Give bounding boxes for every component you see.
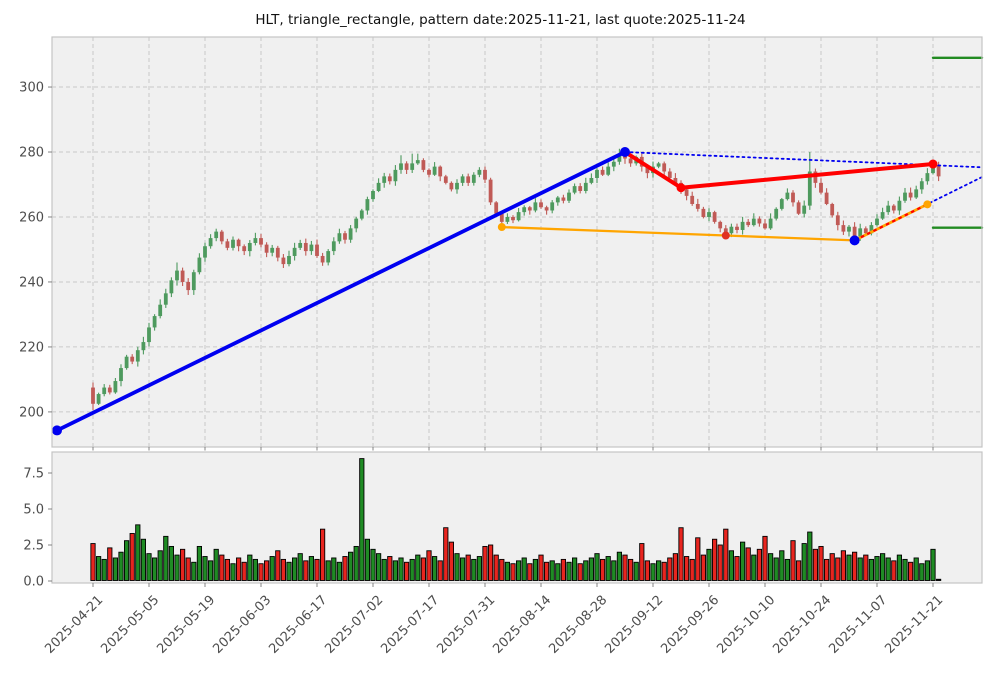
- volume-bars: [90, 458, 942, 581]
- svg-text:0.0: 0.0: [23, 575, 44, 590]
- pattern-markers: [51, 147, 938, 436]
- svg-text:7.5: 7.5: [23, 467, 44, 482]
- chart-title: HLT, triangle_rectangle, pattern date:20…: [255, 12, 746, 28]
- svg-text:200: 200: [19, 405, 44, 420]
- panels: [52, 37, 982, 583]
- svg-text:2.5: 2.5: [23, 539, 44, 554]
- rising-orange: [853, 202, 929, 242]
- svg-text:280: 280: [19, 146, 44, 161]
- svg-text:5.0: 5.0: [23, 503, 44, 518]
- candles: [91, 147, 941, 410]
- svg-text:300: 300: [19, 81, 44, 96]
- svg-text:260: 260: [19, 210, 44, 225]
- axis-ticks: [48, 86, 934, 587]
- axes-spines: [51, 36, 983, 584]
- svg-text:220: 220: [19, 340, 44, 355]
- svg-text:240: 240: [19, 275, 44, 290]
- trendline-up-blue: [55, 150, 627, 433]
